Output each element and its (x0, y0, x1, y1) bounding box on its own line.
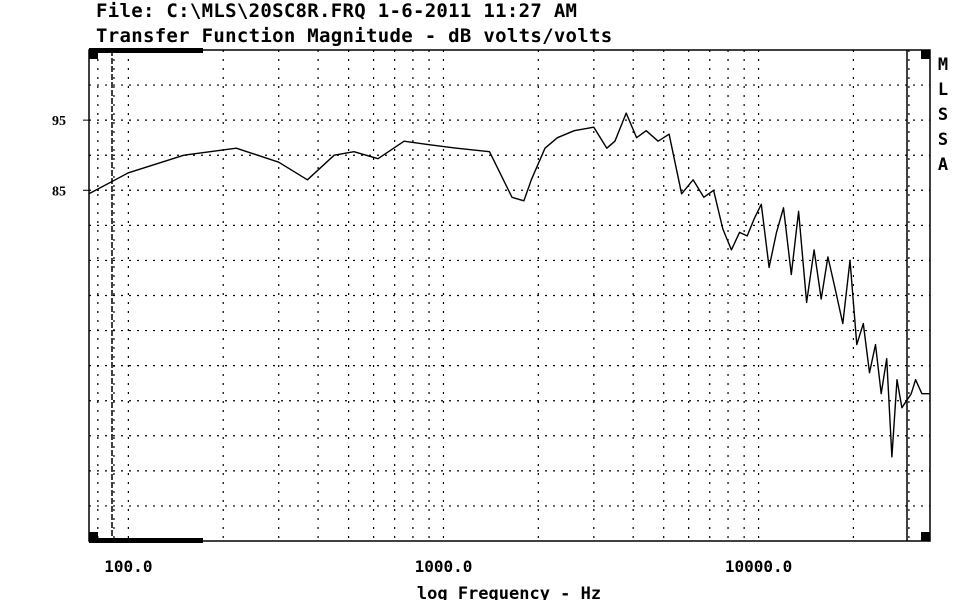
x-axis-label: log Frequency - Hz (417, 584, 601, 600)
corner-marker (921, 50, 930, 59)
corner-marker (921, 532, 930, 541)
y-tick-label: 85 (52, 184, 66, 199)
side-label-letter: S (938, 105, 948, 125)
side-label-letter: S (938, 130, 948, 150)
x-tick-label: 10000.0 (725, 557, 792, 576)
grid (89, 50, 930, 541)
chart-title: Transfer Function Magnitude - dB volts/v… (96, 25, 613, 47)
file-header: File: C:\MLS\20SC8R.FRQ 1-6-2011 11:27 A… (96, 0, 578, 22)
corner-marker (89, 532, 98, 541)
side-label-letter: A (938, 155, 948, 175)
side-label-letter: L (938, 80, 948, 100)
tick-labels: 95 85 100.0 1000.0 10000.0 log Frequency - Hz (52, 114, 792, 600)
x-tick-label: 100.0 (104, 557, 152, 576)
series-line (88, 112, 930, 458)
corner-marker (89, 50, 98, 59)
plot-frame (88, 48, 931, 543)
range-bar-top (89, 48, 203, 53)
series-layer (88, 112, 930, 458)
x-tick-label: 1000.0 (415, 557, 473, 576)
y-tick-label: 95 (52, 114, 66, 129)
range-bar-bottom (89, 538, 203, 543)
plot-border (88, 49, 931, 542)
side-label-letter: M (938, 55, 948, 75)
